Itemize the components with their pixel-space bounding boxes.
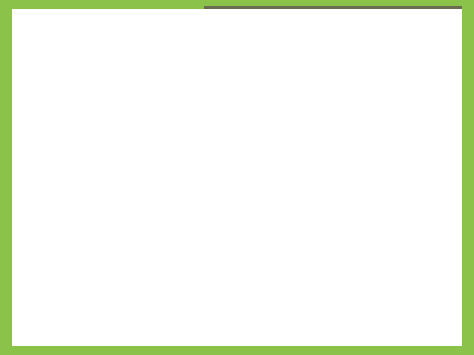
Text: high energy electrons (typically having a primary energy in: high energy electrons (typically having … [40,96,331,106]
Text: Electron-impact: Electron-impact [190,243,270,252]
Text: Vacuum Level: Vacuum Level [386,203,445,212]
Text: 2,3: 2,3 [392,233,403,239]
Text: K: K [388,307,395,317]
Text: K: K [203,307,210,317]
Text: the range 2 - 10 keV). Such electrons have sufficient energy to: the range 2 - 10 keV). Such electrons ha… [40,117,347,127]
FancyBboxPatch shape [204,6,462,43]
Text: L: L [386,227,392,237]
Text: L: L [201,239,207,249]
Text: 1: 1 [392,245,397,250]
Text: L: L [386,239,392,249]
Text: i-ionization: i-ionization [283,16,383,33]
Text: ionise all levels of the lighter elements, and higher core levels: ionise all levels of the lighter element… [40,137,345,147]
Text: L: L [201,227,207,237]
Text: Ionisation: Ionisation [204,282,255,291]
Text: typically carried out by exposing the sample to a beam of: typically carried out by exposing the sa… [40,76,323,86]
Text: 2,3: 2,3 [208,233,219,239]
Text: of the heavier elements.: of the heavier elements. [40,158,160,168]
Text: The Auger process is initiated by creation of a core hole - this is: The Auger process is initiated by creati… [40,55,352,65]
Text: High energy
Electron: High energy Electron [16,220,79,240]
Text: ▦: ▦ [21,55,31,65]
Text: 1: 1 [208,245,212,250]
